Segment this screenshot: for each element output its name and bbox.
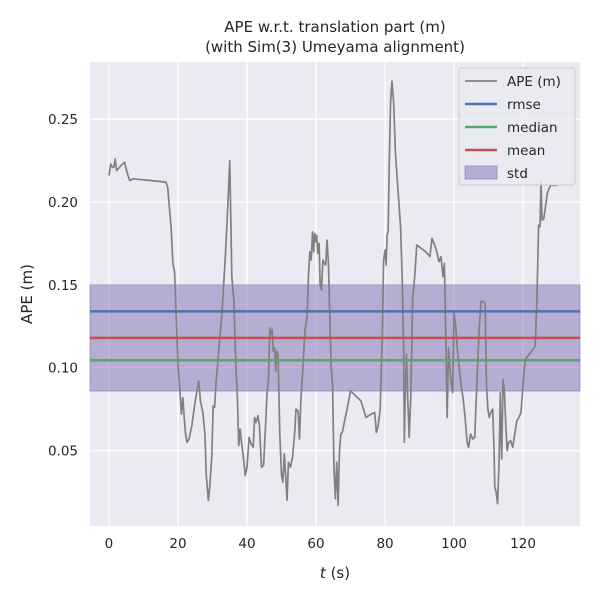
x-tick-label-1: 20 bbox=[169, 536, 186, 552]
series-layer bbox=[108, 80, 558, 507]
x-tick-label-6: 120 bbox=[510, 536, 536, 552]
legend-label-rmse: rmse bbox=[507, 97, 541, 113]
x-axis-label: t (s) bbox=[320, 564, 350, 582]
x-tick-label-5: 100 bbox=[441, 536, 467, 552]
legend-label-mean: mean bbox=[507, 143, 545, 159]
series-line-ape bbox=[108, 80, 558, 507]
chart-title-line1: APE w.r.t. translation part (m) bbox=[224, 18, 445, 36]
x-tick-label-2: 40 bbox=[238, 536, 255, 552]
legend: APE (m) rmse median mean std bbox=[458, 67, 576, 186]
chart-title-line2: (with Sim(3) Umeyama alignment) bbox=[205, 38, 465, 56]
y-tick-label-0: 0.05 bbox=[48, 444, 78, 460]
x-tick-label-0: 0 bbox=[105, 536, 114, 552]
legend-label-median: median bbox=[507, 120, 558, 136]
legend-swatch-std bbox=[464, 165, 498, 180]
x-tick-label-4: 80 bbox=[376, 536, 393, 552]
x-axis-label-variable: t bbox=[320, 564, 327, 582]
x-axis-label-unit: (s) bbox=[326, 564, 350, 582]
legend-label-ape-m: APE (m) bbox=[507, 74, 561, 90]
legend-box bbox=[458, 67, 576, 186]
x-axis-ticks: 0 20 40 60 80 100 120 bbox=[105, 536, 536, 552]
stat-lines bbox=[90, 310, 580, 362]
y-tick-label-4: 0.25 bbox=[48, 112, 78, 128]
y-axis-ticks: 0.05 0.10 0.15 0.20 0.25 bbox=[48, 112, 78, 459]
x-tick-label-3: 60 bbox=[307, 536, 324, 552]
y-tick-label-3: 0.20 bbox=[48, 195, 78, 211]
legend-label-std: std bbox=[507, 166, 528, 182]
y-axis-label: APE (m) bbox=[18, 264, 36, 324]
y-tick-label-2: 0.15 bbox=[48, 278, 78, 294]
y-tick-label-1: 0.10 bbox=[48, 361, 78, 377]
